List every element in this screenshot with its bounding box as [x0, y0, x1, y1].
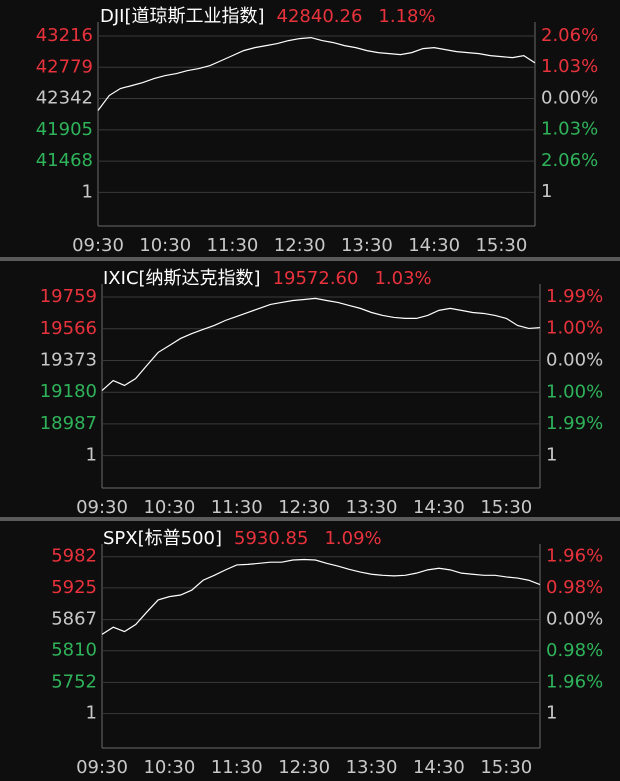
y2-tick-label: 1	[546, 703, 557, 724]
panel-separator	[0, 257, 620, 261]
y-tick-label: 5867	[51, 609, 97, 630]
x-tick-label: 10:30	[143, 757, 195, 778]
x-tick-label: 09:30	[72, 235, 124, 256]
chart-title: SPX[标普500] 5930.85 1.09%	[103, 528, 382, 549]
x-tick-label: 09:30	[76, 497, 128, 518]
y-tick-label: 41468	[36, 150, 93, 171]
title-name: IXIC[纳斯达克指数]	[103, 268, 261, 289]
y2-tick-label: 0.00%	[541, 87, 598, 108]
x-tick-label: 11:30	[211, 757, 263, 778]
x-tick-label: 15:30	[480, 497, 532, 518]
y-tick-label: 1	[82, 181, 93, 202]
x-tick-label: 13:30	[341, 235, 393, 256]
y2-tick-label: 0.00%	[546, 608, 603, 629]
y2-tick-label: 1	[541, 181, 552, 202]
last-price: 42840.26	[277, 6, 363, 27]
y-tick-label: 5925	[51, 577, 97, 598]
y-tick-label: 41905	[36, 119, 93, 140]
change-percent: 1.09%	[324, 528, 381, 549]
x-tick-label: 12:30	[278, 757, 330, 778]
y-tick-label: 19759	[40, 286, 97, 307]
y2-tick-label: 0.98%	[546, 640, 603, 661]
x-tick-label: 12:30	[274, 235, 326, 256]
y-tick-label: 1	[86, 445, 97, 466]
price-line	[101, 558, 541, 635]
x-tick-label: 13:30	[346, 497, 398, 518]
y-tick-label: 18987	[40, 413, 97, 434]
x-tick-label: 14:30	[408, 235, 460, 256]
x-tick-label: 15:30	[480, 757, 532, 778]
y-tick-label: 43216	[36, 25, 93, 46]
y2-tick-label: 1.99%	[546, 413, 603, 434]
y-tick-label: 5752	[51, 671, 97, 692]
price-line	[97, 36, 536, 111]
chart-title: DJI[道琼斯工业指数] 42840.26 1.18%	[100, 6, 436, 27]
y2-tick-label: 1.96%	[546, 671, 603, 692]
y-tick-label: 19180	[40, 381, 97, 402]
price-line	[101, 297, 541, 391]
x-tick-label: 13:30	[346, 757, 398, 778]
y-tick-label: 19566	[40, 318, 97, 339]
y2-tick-label: 0.98%	[546, 577, 603, 598]
panel-separator	[0, 517, 620, 521]
title-name: SPX[标普500]	[103, 528, 222, 549]
y2-tick-label: 1.96%	[546, 546, 603, 567]
change-percent: 1.18%	[378, 6, 435, 27]
x-tick-label: 12:30	[278, 497, 330, 518]
y2-tick-label: 2.06%	[541, 25, 598, 46]
x-tick-label: 11:30	[211, 497, 263, 518]
y-tick-label: 42342	[36, 88, 93, 109]
y2-tick-label: 1.99%	[546, 286, 603, 307]
last-price: 5930.85	[234, 528, 308, 549]
x-tick-label: 09:30	[76, 757, 128, 778]
x-tick-label: 14:30	[413, 497, 465, 518]
last-price: 19572.60	[273, 268, 359, 289]
y-tick-label: 5982	[51, 546, 97, 567]
y2-tick-label: 2.06%	[541, 150, 598, 171]
x-tick-label: 10:30	[143, 497, 195, 518]
x-tick-label: 11:30	[207, 235, 259, 256]
x-tick-label: 14:30	[413, 757, 465, 778]
change-percent: 1.03%	[374, 268, 431, 289]
x-tick-label: 10:30	[139, 235, 191, 256]
y2-tick-label: 0.00%	[546, 349, 603, 370]
y-tick-label: 42779	[36, 56, 93, 77]
y2-tick-label: 1.00%	[546, 318, 603, 339]
y2-tick-label: 1.03%	[541, 56, 598, 77]
chart-title: IXIC[纳斯达克指数] 19572.60 1.03%	[103, 268, 432, 289]
y-tick-label: 1	[86, 703, 97, 724]
y-tick-label: 19373	[40, 349, 97, 370]
y2-tick-label: 1.03%	[541, 119, 598, 140]
y2-tick-label: 1	[546, 445, 557, 466]
y-tick-label: 5810	[51, 640, 97, 661]
y2-tick-label: 1.00%	[546, 381, 603, 402]
title-name: DJI[道琼斯工业指数]	[100, 6, 265, 27]
x-tick-label: 15:30	[475, 235, 527, 256]
